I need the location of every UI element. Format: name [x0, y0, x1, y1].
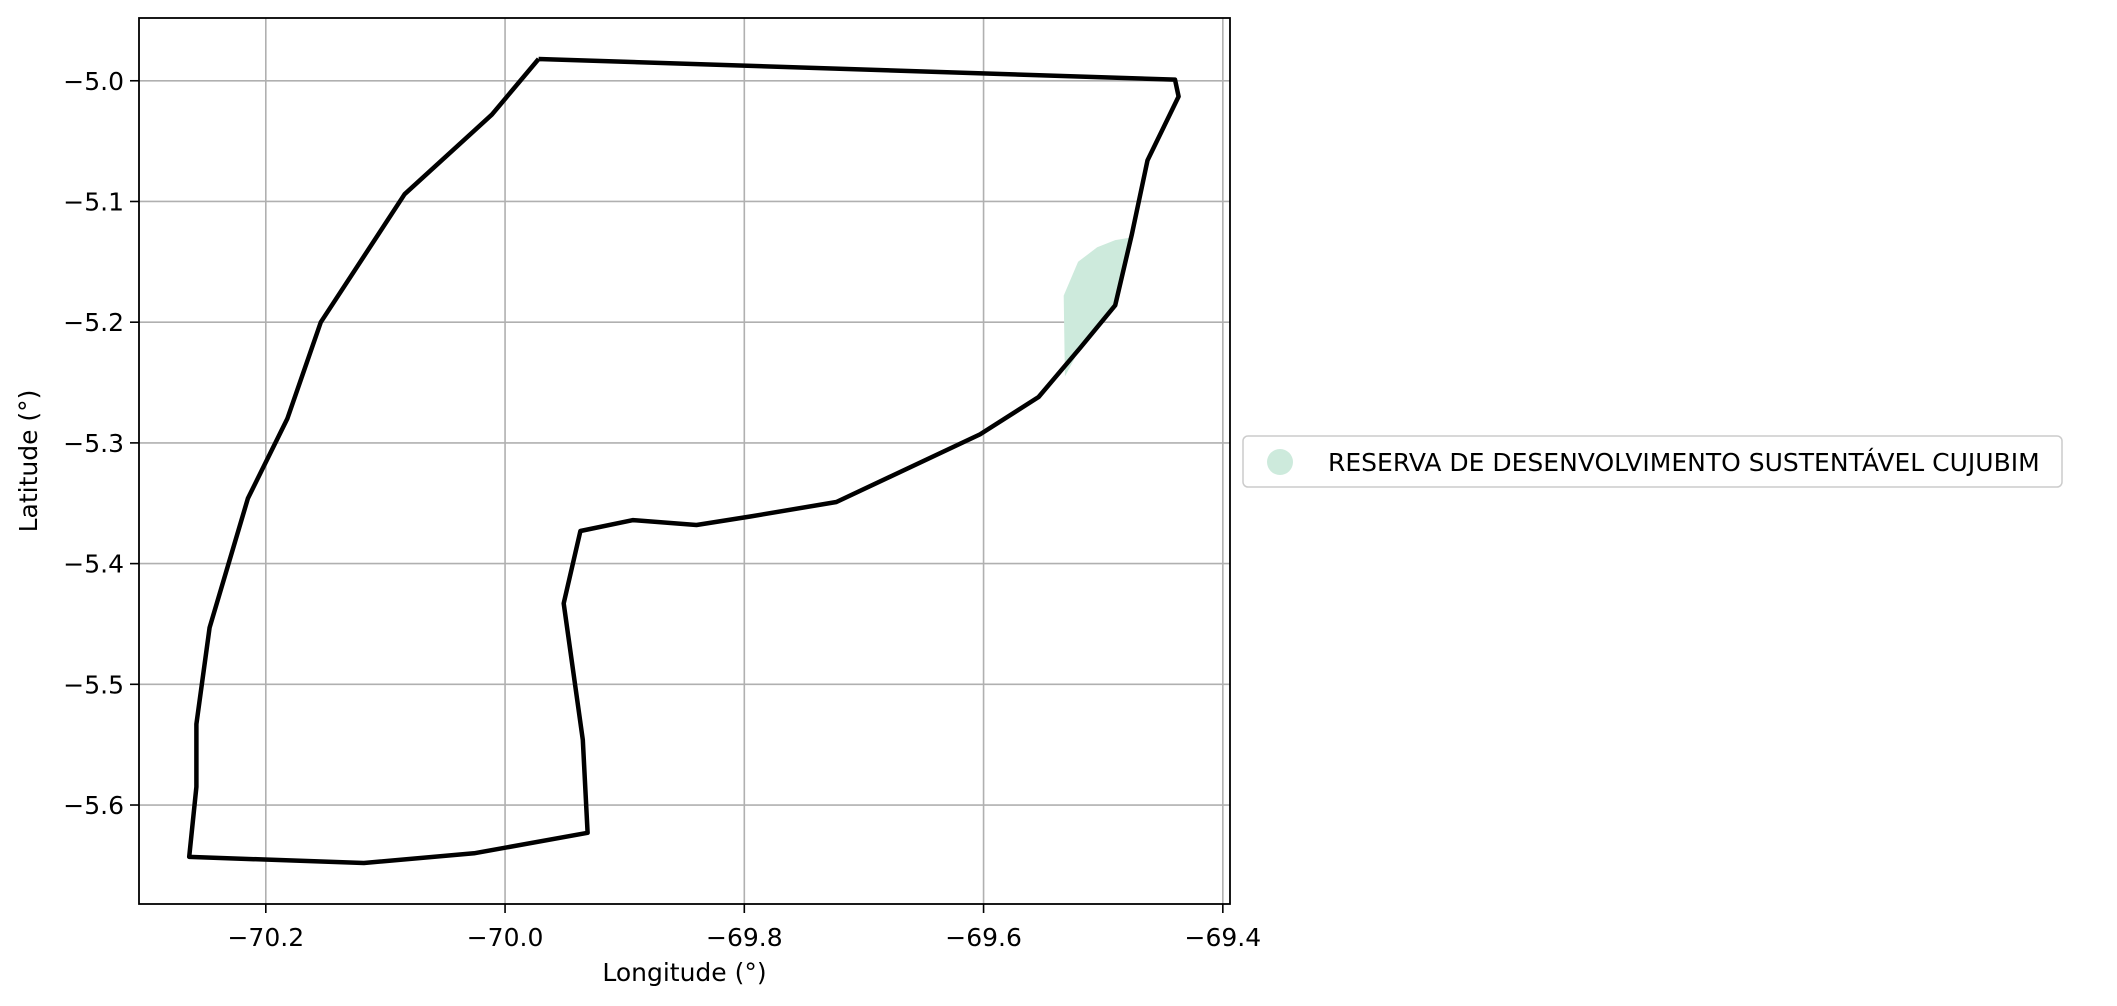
y-tick-label: −5.6 [63, 791, 124, 820]
y-tick-label: −5.2 [63, 308, 124, 337]
x-axis-ticks: −70.2 −70.0 −69.8 −69.6 −69.4 [227, 904, 1261, 952]
grid-lines [139, 18, 1230, 904]
x-tick-label: −70.0 [467, 923, 544, 952]
y-tick-label: −5.4 [63, 550, 124, 579]
legend-marker-reserva-cujubim [1267, 449, 1293, 475]
plot-frame [138, 17, 1231, 905]
area-reserva-cujubim [1063, 237, 1130, 377]
municipality-boundary [186, 56, 1181, 866]
x-tick-label: −69.6 [945, 923, 1022, 952]
legend-label-reserva-cujubim: RESERVA DE DESENVOLVIMENTO SUSTENTÁVEL C… [1328, 448, 2040, 477]
x-tick-label: −69.8 [706, 923, 783, 952]
legend: RESERVA DE DESENVOLVIMENTO SUSTENTÁVEL C… [1242, 435, 2063, 488]
y-tick-label: −5.0 [63, 67, 124, 96]
legend-box [1242, 435, 2063, 488]
y-tick-label: −5.3 [63, 429, 124, 458]
x-axis-label: Longitude (°) [602, 958, 766, 987]
protected-areas [1063, 237, 1130, 377]
y-axis-ticks: −5.0 −5.1 −5.2 −5.3 −5.4 −5.5 −5.6 [63, 67, 139, 820]
y-tick-label: −5.1 [63, 187, 124, 216]
y-tick-label: −5.5 [63, 670, 124, 699]
x-tick-label: −70.2 [227, 923, 304, 952]
y-axis-label: Latitude (°) [14, 390, 43, 533]
boundary-line [186, 56, 1181, 866]
x-tick-label: −69.4 [1185, 923, 1262, 952]
